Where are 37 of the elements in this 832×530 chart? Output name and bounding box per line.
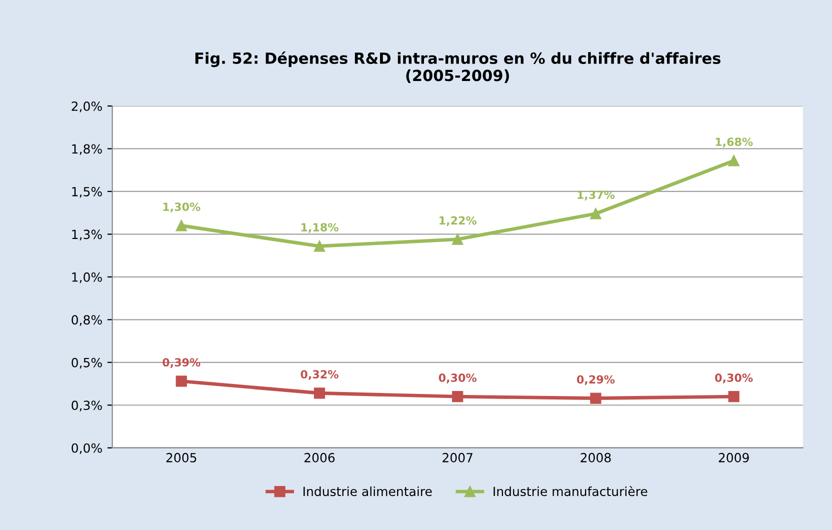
y-tick-label: 1,5% bbox=[72, 186, 102, 198]
point bbox=[314, 388, 326, 399]
x-tick-label: 2008 bbox=[580, 452, 611, 462]
data-label: 1,22% bbox=[440, 216, 477, 226]
point bbox=[590, 208, 602, 220]
y-tick-label: 0,8% bbox=[72, 315, 102, 326]
point bbox=[728, 155, 740, 166]
chart-title: Fig. 52: Dépenses R&D intra-muros en % du chiffre d'affaires (2005-2009) bbox=[195, 52, 720, 84]
point bbox=[452, 391, 464, 402]
data-label: 0,32% bbox=[300, 370, 338, 380]
data-label: 0,30% bbox=[438, 374, 477, 384]
point bbox=[728, 391, 740, 402]
data-label: 1,37% bbox=[578, 190, 615, 200]
data-label: 0,30% bbox=[715, 374, 753, 384]
y-tick-label: 2,0% bbox=[72, 101, 102, 112]
point bbox=[176, 220, 187, 232]
y-tick-label: 0,5% bbox=[72, 358, 102, 369]
y-tick-label: 0,0% bbox=[72, 443, 102, 454]
point bbox=[452, 234, 464, 245]
y-tick-label: 1,3% bbox=[72, 230, 102, 240]
data-label: 1,68% bbox=[716, 138, 753, 148]
y-tick-label: 0,3% bbox=[72, 400, 102, 412]
data-label: 0,39% bbox=[162, 358, 200, 368]
point bbox=[590, 392, 602, 404]
y-tick-label: 1,8% bbox=[72, 144, 102, 155]
x-tick-label: 2006 bbox=[304, 452, 335, 462]
x-tick-label: 2007 bbox=[442, 452, 472, 462]
x-tick-label: 2005 bbox=[166, 452, 196, 462]
x-tick-label: 2009 bbox=[718, 452, 749, 462]
point bbox=[314, 240, 326, 252]
data-label: 1,30% bbox=[163, 202, 200, 212]
data-label: 1,18% bbox=[301, 223, 338, 233]
legend-label: Industrie alimentaire bbox=[304, 486, 432, 496]
legend-label: Industrie manufacturière bbox=[494, 486, 648, 496]
data-label: 0,29% bbox=[576, 375, 615, 386]
y-tick-label: 1,0% bbox=[72, 272, 102, 284]
point bbox=[176, 376, 187, 387]
